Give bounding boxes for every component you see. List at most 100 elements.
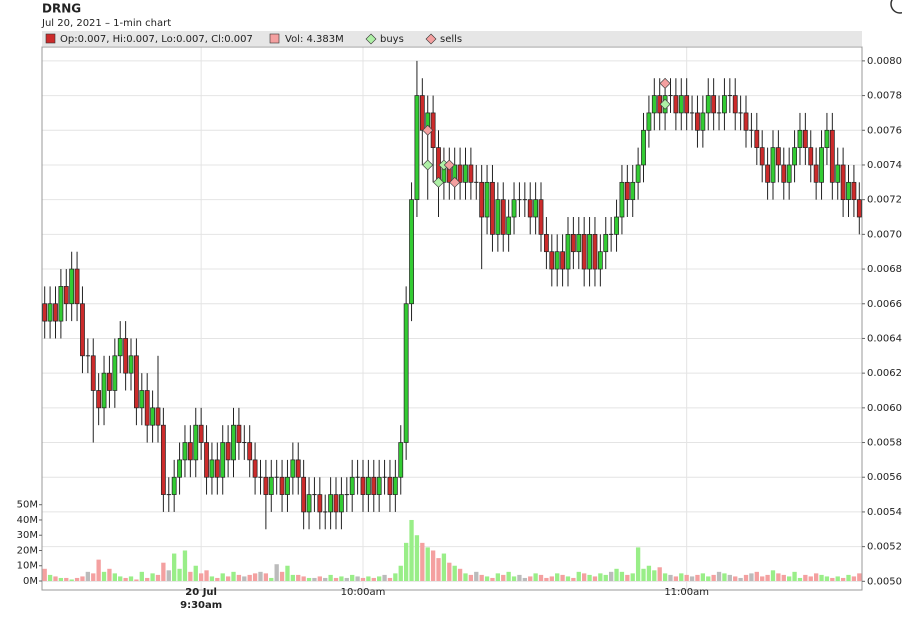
volume-bar	[85, 571, 91, 581]
volume-bar	[760, 576, 765, 581]
volume-bar	[787, 576, 792, 581]
candle-body	[295, 459, 301, 478]
candle-body	[624, 181, 630, 201]
candle-body	[349, 476, 355, 495]
volume-bar	[727, 574, 732, 581]
trade-marker	[433, 176, 445, 188]
candle-body	[371, 476, 377, 495]
candle-body	[597, 251, 603, 270]
volume-bar	[517, 574, 522, 581]
volume-bar	[484, 576, 490, 581]
candle-body	[414, 95, 420, 201]
candle-body	[301, 476, 307, 513]
volume-bar	[474, 571, 479, 581]
volume-bar	[614, 568, 619, 581]
volume-bar	[193, 565, 198, 581]
volume-bar	[80, 576, 85, 581]
candle-body	[209, 459, 215, 478]
volume-bar	[382, 574, 387, 581]
legend-sells: sells	[440, 34, 462, 45]
candle-body	[792, 147, 797, 166]
volume-bar	[393, 573, 398, 581]
volume-bar	[630, 573, 635, 581]
legend-swatch	[45, 33, 56, 44]
candle-body	[786, 164, 792, 183]
volume-tick-label: 30M	[17, 530, 38, 541]
plot-frame	[41, 46, 863, 591]
volume-bar	[279, 571, 285, 581]
volume-bar	[851, 576, 857, 581]
trade-marker	[659, 77, 671, 89]
volume-bar	[549, 576, 554, 581]
candle-body	[117, 338, 123, 357]
legend-swatch	[365, 33, 377, 45]
volume-bar	[387, 577, 393, 581]
volume-bar	[716, 571, 722, 581]
candle-body	[231, 424, 236, 461]
candle-body	[263, 476, 269, 495]
candle-body	[290, 459, 296, 478]
candle-body	[468, 164, 474, 183]
candle-body	[409, 199, 414, 305]
volume-bar	[792, 571, 797, 581]
volume-bar	[134, 579, 139, 581]
candle-body	[177, 459, 182, 478]
candle-body	[824, 129, 830, 148]
candle-body	[150, 407, 155, 426]
volume-bar	[317, 576, 322, 581]
candle-body	[684, 95, 690, 114]
volume-bar	[74, 577, 80, 581]
candle-body	[236, 424, 242, 443]
candle-body	[813, 164, 819, 183]
volume-bar	[522, 577, 527, 581]
candle-body	[285, 476, 290, 495]
candle-body	[856, 199, 862, 218]
trade-marker	[422, 159, 434, 171]
candle-body	[398, 442, 404, 478]
volume-bar	[107, 568, 112, 581]
volume-bar	[69, 579, 74, 581]
candle-body	[581, 234, 587, 270]
volume-bar	[463, 573, 468, 581]
volume-bar	[323, 577, 328, 581]
volume-bar	[53, 576, 58, 581]
volume-bar	[355, 576, 360, 581]
volume-bar	[360, 577, 366, 581]
candle-body	[775, 147, 781, 166]
volume-bar	[679, 573, 684, 581]
volume-bar	[306, 577, 312, 581]
volume-bar	[123, 577, 128, 581]
candle-body	[96, 390, 102, 409]
candle-body	[651, 95, 657, 114]
volume-bar	[754, 571, 759, 581]
volume-bar	[538, 574, 544, 581]
volume-bar	[506, 571, 511, 581]
candle-body	[247, 442, 253, 461]
corner-button[interactable]	[890, 0, 902, 14]
x-tick-label: 11:00am	[664, 587, 709, 598]
candle-body	[544, 234, 549, 253]
volume-bar	[468, 574, 474, 581]
candle-body	[549, 251, 555, 270]
x-tick-label: 10:00am	[341, 587, 386, 598]
y-tick-label: 0.0072	[867, 195, 902, 206]
volume-bar	[840, 577, 846, 581]
volume-bar	[857, 573, 862, 581]
candle-body	[743, 112, 749, 131]
candle-body	[802, 129, 808, 148]
y-tick-label: 0.0054	[867, 507, 902, 518]
candle-body	[533, 199, 539, 218]
candle-body	[317, 494, 323, 513]
candle-body	[63, 286, 69, 305]
volume-bar	[172, 553, 177, 581]
candle-body	[80, 303, 85, 357]
volume-bar	[231, 571, 236, 581]
volume-bar	[824, 576, 830, 581]
candle-body	[630, 181, 636, 201]
candle-body	[279, 476, 285, 495]
candle-body	[673, 95, 679, 114]
candle-body	[365, 476, 371, 495]
volume-bar	[576, 571, 581, 581]
y-tick-label: 0.0080	[867, 56, 902, 67]
candle-body	[527, 199, 533, 218]
